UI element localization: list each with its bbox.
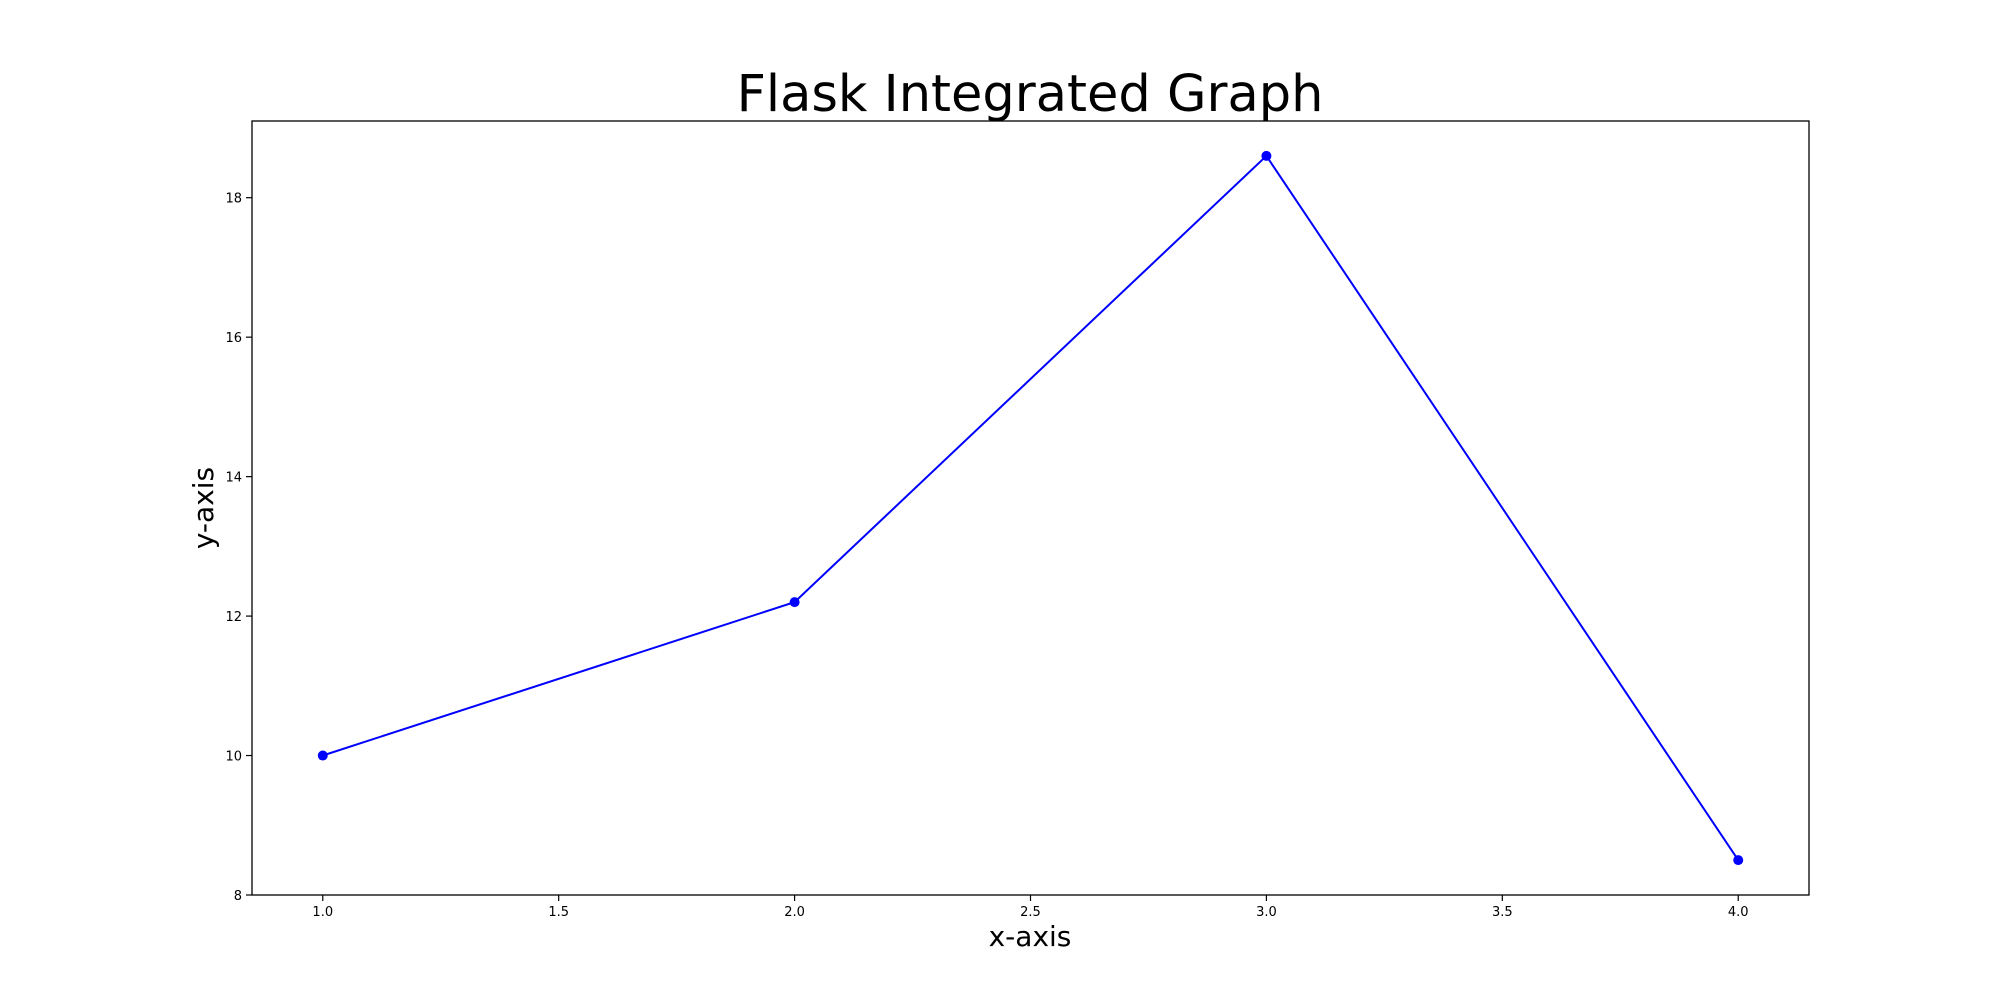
y-tick-label: 14 bbox=[225, 471, 242, 486]
x-tick-label: 4.0 bbox=[1728, 905, 1749, 920]
data-point bbox=[1261, 150, 1272, 161]
chart-title: Flask Integrated Graph bbox=[737, 65, 1324, 124]
x-tick-label: 1.0 bbox=[312, 905, 333, 920]
x-tick-label: 2.0 bbox=[784, 905, 805, 920]
plot-area-frame bbox=[251, 120, 1810, 896]
x-axis-label: x-axis bbox=[989, 920, 1072, 953]
x-tick-label: 1.5 bbox=[548, 905, 569, 920]
data-point bbox=[317, 750, 328, 761]
x-tick-label: 3.5 bbox=[1492, 905, 1513, 920]
x-tick-label: 2.5 bbox=[1020, 905, 1041, 920]
x-axis-ticks: 1.0 1.5 2.0 2.5 3.0 3.5 4.0 bbox=[312, 895, 1749, 920]
series-line bbox=[322, 154, 1740, 861]
y-tick-label: 10 bbox=[225, 750, 242, 765]
x-tick-label: 3.0 bbox=[1256, 905, 1277, 920]
data-point bbox=[789, 597, 800, 608]
series-layer bbox=[317, 150, 1744, 866]
y-axis-ticks: 8 10 12 14 16 18 bbox=[225, 192, 252, 904]
data-point bbox=[1733, 855, 1744, 866]
y-axis-label: y-axis bbox=[187, 467, 220, 549]
y-tick-label: 12 bbox=[225, 610, 242, 625]
y-tick-label: 18 bbox=[225, 192, 242, 207]
y-tick-label: 16 bbox=[225, 331, 242, 346]
y-tick-label: 8 bbox=[234, 889, 242, 904]
